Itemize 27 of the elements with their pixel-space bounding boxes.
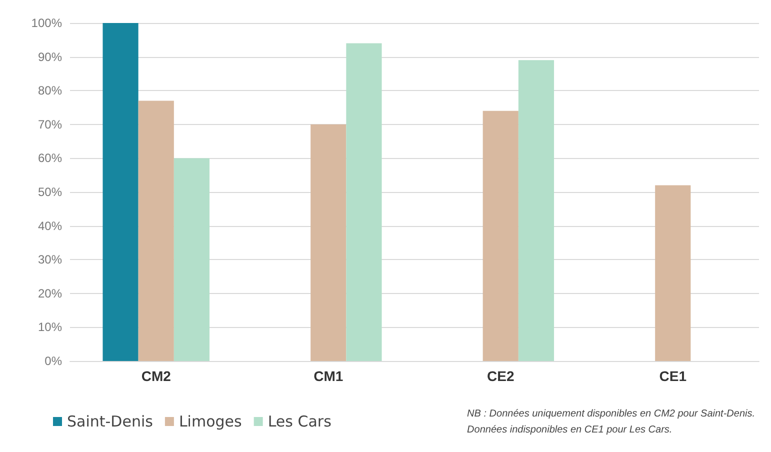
y-tick-label: 0% (44, 354, 62, 368)
x-tick-label: CE2 (487, 368, 514, 384)
y-tick-label: 30% (38, 252, 62, 267)
legend-label: Saint-Denis (67, 412, 154, 430)
y-tick-label: 20% (38, 286, 62, 300)
y-tick-label: 70% (38, 117, 62, 132)
y-tick-label: 40% (38, 218, 62, 233)
bar (518, 60, 554, 361)
x-tick-label: CE1 (659, 368, 687, 384)
bar (138, 100, 174, 361)
x-tick-label: CM2 (141, 368, 172, 384)
legend-label: Limoges (178, 412, 242, 430)
y-tick-label: 10% (38, 320, 62, 334)
bar (655, 185, 691, 361)
y-tick-label: 80% (38, 84, 62, 98)
y-tick-label: 50% (38, 185, 62, 199)
bar (310, 124, 346, 361)
legend-label: Les Cars (268, 412, 332, 430)
y-tick-label: 100% (31, 16, 62, 30)
bar (174, 158, 210, 361)
y-tick-label: 60% (38, 151, 62, 166)
y-tick-label: 90% (38, 50, 62, 64)
x-tick-label: CM1 (314, 368, 344, 384)
bar (482, 110, 518, 361)
bar (102, 23, 138, 361)
bar (346, 43, 382, 361)
text: NB : Données uniquement disponibles en CM2 pour Saint-Denis. Données indisponibles en CE1 pour Les Cars. (467, 408, 756, 436)
